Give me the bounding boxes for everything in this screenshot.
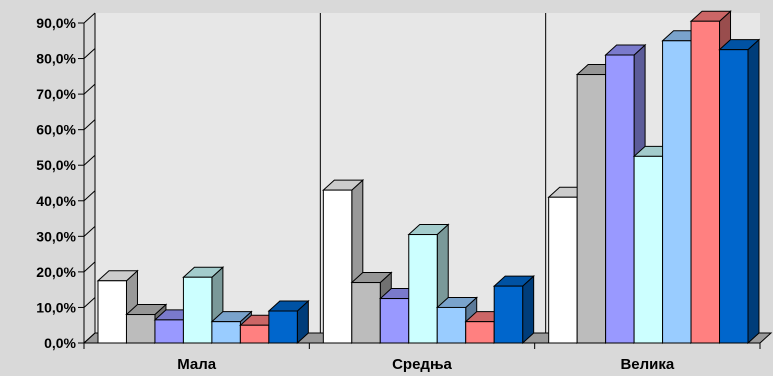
bar-front: [548, 196, 578, 344]
bar-front: [239, 324, 270, 344]
bar-front: [605, 54, 635, 344]
bar-front: [125, 314, 156, 344]
y-tick-label: 20,0%: [36, 264, 76, 280]
x-category-label: Велика: [620, 356, 674, 373]
bar: [492, 274, 535, 345]
x-category-label: Мала: [177, 356, 217, 373]
bar-front: [211, 321, 241, 344]
y-tick-label: 30,0%: [36, 228, 76, 244]
y-tick-depth: [83, 297, 96, 308]
y-tick-label: 80,0%: [36, 51, 76, 67]
y-tick-depth: [83, 83, 96, 95]
labels: 0,0% 10,0% 20,0% 30,0% 40,0% 50,0% 60,0% 70,0% 8…: [36, 15, 675, 373]
bar-front: [379, 298, 410, 344]
x-category-label: Средња: [392, 356, 452, 373]
y-tick-label: 0,0%: [44, 335, 76, 351]
bar-front: [408, 234, 438, 344]
y-tick-label: 40,0%: [36, 193, 76, 209]
bar: [267, 299, 310, 345]
bar: [718, 38, 761, 345]
y-tick-depth: [83, 12, 96, 24]
bar-front: [662, 40, 692, 344]
bar-front: [690, 20, 721, 344]
y-tick-label: 70,0%: [36, 86, 76, 102]
y-tick-depth: [83, 261, 96, 273]
bar-front: [465, 321, 495, 344]
y-tick-label: 10,0%: [36, 299, 76, 315]
bar-front: [576, 74, 607, 344]
bar-front: [351, 282, 381, 344]
bar-front: [436, 306, 467, 344]
y-tick-label: 60,0%: [36, 122, 76, 138]
bar-front: [182, 276, 213, 344]
y-tick-depth: [83, 119, 96, 131]
bar-side: [747, 38, 760, 345]
bar-front: [493, 285, 524, 344]
bar-front: [719, 49, 749, 344]
y-tick-label: 50,0%: [36, 157, 76, 173]
bar-front: [97, 280, 127, 344]
bar-side: [522, 274, 535, 345]
y-tick-depth: [83, 225, 96, 237]
y-tick-depth: [83, 190, 96, 202]
y-tick-depth: [83, 154, 96, 166]
y-tick-depth: [83, 48, 96, 59]
bar-front: [268, 310, 298, 344]
y-tick-depth: [83, 332, 96, 344]
bar-front: [322, 189, 353, 344]
y-tick-label: 90,0%: [36, 15, 76, 31]
bar: [407, 223, 450, 345]
bars: [96, 10, 761, 345]
bar-front: [154, 319, 184, 344]
bar: [96, 269, 139, 345]
bar-front: [633, 155, 664, 344]
